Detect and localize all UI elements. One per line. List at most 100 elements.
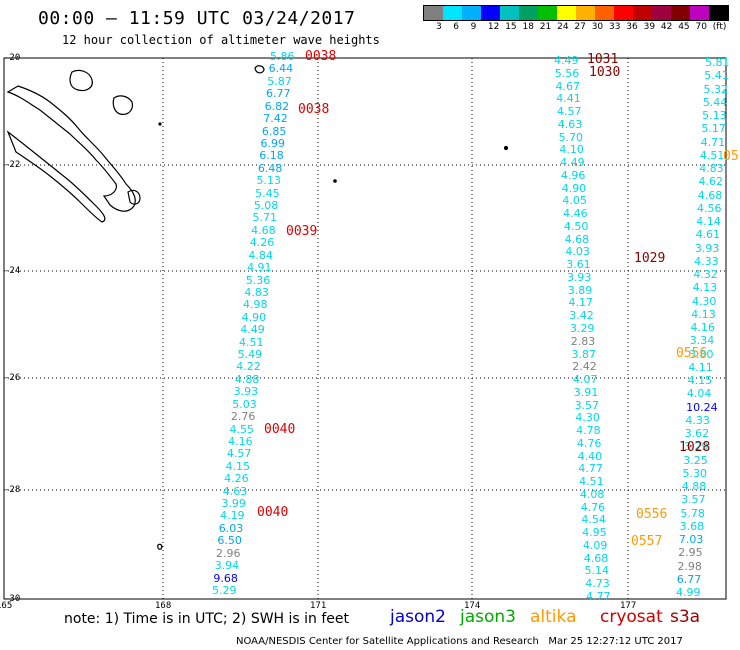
color-scale-label: (ft)	[712, 22, 727, 32]
color-swatch	[709, 6, 728, 20]
wave-height-value: 6.85	[261, 124, 287, 138]
color-scale-label: 33	[609, 22, 621, 32]
map-title: 00:00 – 11:59 UTC 03/24/2017	[38, 8, 356, 29]
footer-credit: NOAA/NESDIS Center for Satellite Applica…	[236, 636, 683, 647]
pass-time-label: 0040	[264, 422, 296, 437]
wave-height-value: 4.15	[225, 459, 250, 473]
wave-height-value: 5.87	[267, 74, 292, 88]
wave-height-value: 3.61	[566, 258, 591, 272]
color-swatch	[462, 6, 481, 20]
wave-height-value: 4.55	[229, 422, 255, 436]
wave-height-value: 5.86	[270, 50, 295, 63]
longitude-label: 177	[620, 601, 637, 611]
wave-height-value: 4.96	[560, 168, 586, 182]
wave-height-value: 4.62	[698, 175, 723, 189]
wave-height-value: 5.14	[584, 564, 609, 578]
color-scale-label: 39	[643, 22, 656, 32]
wave-height-value: 4.30	[575, 411, 600, 425]
wave-height-value: 3.80	[689, 347, 714, 361]
wave-height-value: 6.77	[265, 87, 291, 101]
wave-height-value: 3.57	[681, 493, 706, 507]
new-caledonia-outline	[6, 85, 136, 212]
color-swatch	[519, 6, 538, 20]
color-swatch	[576, 6, 595, 20]
color-scale-label: 45	[678, 22, 690, 32]
color-scale-label: 15	[505, 22, 517, 32]
wave-height-value: 4.57	[226, 447, 252, 461]
wave-height-value: 4.09	[582, 538, 608, 552]
wave-height-value: 5.45	[255, 186, 280, 200]
color-scale-label: 6	[453, 22, 460, 32]
wave-height-value: 5.41	[704, 69, 729, 83]
pass-time-label: 0556	[676, 346, 708, 361]
wave-height-value: 4.63	[557, 117, 583, 131]
wave-height-value: 6.50	[217, 534, 242, 548]
islet-5	[158, 122, 162, 126]
color-swatch	[614, 6, 633, 20]
wave-height-value: 5.29	[212, 584, 237, 597]
color-swatch	[652, 6, 671, 20]
wave-height-value: 4.40	[577, 449, 603, 463]
satellite-legend-item: s3a	[670, 607, 701, 627]
color-scale-bar	[423, 5, 729, 21]
satellite-legend-item: altika	[530, 607, 577, 627]
satellite-legend-item: cryosat	[600, 607, 663, 627]
wave-height-value: 2.96	[216, 546, 241, 560]
wave-height-value: 4.99	[676, 586, 701, 599]
wave-height-value: 4.90	[241, 310, 267, 324]
wave-height-value: 4.68	[583, 551, 609, 565]
wave-height-value: 4.49	[560, 156, 585, 170]
wave-height-value: 3.68	[679, 519, 705, 533]
wave-height-value: 3.25	[683, 453, 708, 467]
wave-height-value: 3.91	[573, 385, 599, 399]
wave-height-value: 3.29	[570, 322, 595, 335]
wave-height-value: 4.11	[688, 360, 713, 374]
wave-height-value: 6.82	[264, 99, 290, 113]
island-north	[69, 69, 93, 92]
wave-height-value: 4.16	[228, 434, 253, 448]
wave-height-value: 3.93	[694, 241, 720, 255]
wave-height-value: 4.83	[699, 162, 724, 175]
wave-height-value: 2.42	[572, 360, 597, 374]
wave-height-value: 3.89	[567, 283, 593, 297]
wave-height-value: 4.49	[554, 54, 579, 67]
color-swatch	[671, 6, 690, 20]
wave-height-value: 4.49	[240, 323, 265, 337]
wave-height-value: 3.62	[684, 427, 710, 440]
wave-height-value: 3.94	[214, 559, 240, 573]
islet-1	[254, 65, 265, 74]
wave-height-value: 5.70	[558, 130, 584, 144]
wave-height-value: 4.10	[559, 143, 584, 157]
pass-time-label: 0556	[636, 507, 668, 522]
wave-height-value: 4.76	[580, 500, 606, 514]
latitude-label: -28	[4, 485, 21, 495]
wave-height-value: 3.42	[569, 309, 594, 323]
wave-height-value: 4.68	[564, 232, 590, 246]
wave-height-value: 4.17	[568, 296, 593, 310]
wave-height-value: 4.32	[693, 268, 718, 281]
wave-height-value: 3.99	[221, 497, 246, 511]
wave-height-value: 5.13	[256, 174, 282, 188]
wave-height-value: 6.44	[268, 62, 294, 76]
wave-height-value: 6.03	[218, 521, 244, 535]
wave-height-value: 5.56	[554, 66, 580, 80]
wave-height-value: 4.07	[573, 373, 598, 387]
wave-height-value: 4.56	[697, 201, 722, 215]
map-subtitle: 12 hour collection of altimeter wave hei…	[62, 33, 380, 47]
wave-height-value: 3.87	[571, 347, 597, 361]
pass-time-label: 0038	[298, 102, 330, 117]
wave-height-value: 4.13	[691, 307, 716, 321]
wave-height-value: 3.34	[689, 334, 715, 348]
wave-height-value: 4.15	[687, 374, 713, 387]
pass-time-label: 0039	[286, 224, 318, 239]
wave-height-value: 4.26	[249, 236, 275, 250]
pass-time-label: 1031	[587, 52, 619, 67]
color-scale-label: 24	[557, 22, 569, 32]
wave-height-value: 4.67	[555, 79, 581, 93]
wave-height-value: 2.83	[570, 334, 596, 348]
color-swatch	[424, 6, 443, 20]
longitude-label: 171	[310, 601, 327, 611]
wave-height-value: 6.48	[257, 161, 283, 175]
wave-height-value: 4.68	[697, 188, 723, 202]
wave-height-value: 4.05	[562, 194, 587, 208]
